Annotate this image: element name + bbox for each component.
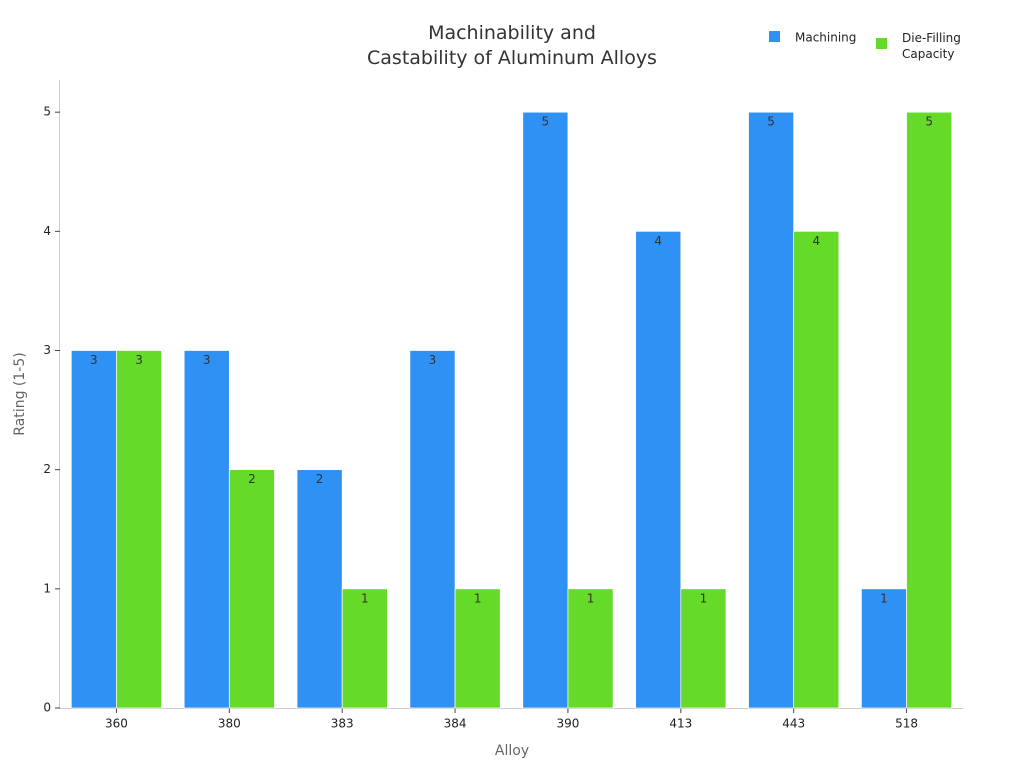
y-tick-label: 3	[43, 343, 51, 357]
bar	[635, 230, 682, 709]
x-tick-label: 413	[669, 717, 692, 731]
legend-swatch	[876, 38, 887, 49]
data-label: 5	[925, 115, 933, 129]
bar	[70, 350, 117, 709]
bar	[228, 469, 275, 709]
bar	[861, 588, 907, 709]
data-label: 1	[361, 591, 369, 605]
data-label: 1	[880, 591, 888, 605]
bar	[409, 350, 456, 709]
bar	[748, 111, 795, 709]
bar	[183, 350, 230, 709]
data-label: 5	[542, 115, 550, 129]
bar	[454, 588, 501, 709]
data-label: 4	[654, 234, 662, 248]
bar	[567, 588, 614, 709]
bar	[116, 350, 162, 709]
bar	[296, 469, 343, 709]
data-label: 3	[203, 353, 211, 367]
data-label: 1	[474, 591, 482, 605]
bar	[680, 588, 727, 709]
y-tick-label: 0	[43, 701, 51, 715]
legend-label: Machining	[795, 31, 856, 45]
x-tick-label: 443	[782, 717, 805, 731]
data-label: 2	[248, 472, 256, 486]
data-label: 4	[812, 234, 820, 248]
y-tick-label: 4	[43, 224, 51, 238]
data-label: 3	[429, 353, 437, 367]
legend-swatch	[769, 31, 780, 42]
x-tick-label: 383	[331, 717, 354, 731]
data-label: 2	[316, 472, 324, 486]
bar	[793, 230, 840, 709]
x-tick-label: 390	[556, 717, 579, 731]
data-label: 3	[135, 353, 143, 367]
x-tick-label: 384	[444, 717, 467, 731]
bar	[341, 588, 388, 709]
x-tick-label: 518	[895, 717, 918, 731]
legend-label: Die-Filling Capacity	[902, 31, 961, 61]
chart-title: Machinability and Castability of Aluminum…	[367, 22, 657, 69]
data-label: 1	[587, 591, 595, 605]
x-tick-label: 380	[218, 717, 241, 731]
x-axis-label: Alloy	[495, 743, 529, 759]
y-axis-label: Rating (1-5)	[12, 352, 28, 435]
bar	[906, 111, 953, 709]
data-label: 1	[700, 591, 708, 605]
data-label: 5	[767, 115, 775, 129]
y-tick-label: 1	[43, 581, 51, 595]
bar	[522, 111, 569, 709]
data-label: 3	[90, 353, 98, 367]
x-tick-label: 360	[105, 717, 128, 731]
y-tick-label: 2	[43, 462, 51, 476]
y-tick-label: 5	[43, 105, 51, 119]
